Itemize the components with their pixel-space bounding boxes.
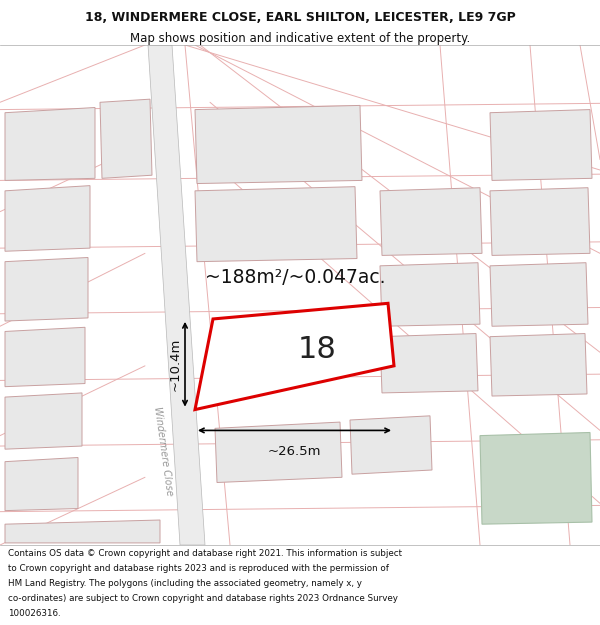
- Polygon shape: [490, 109, 592, 181]
- Text: ~26.5m: ~26.5m: [268, 445, 321, 458]
- Polygon shape: [5, 107, 95, 181]
- Polygon shape: [5, 520, 160, 543]
- Polygon shape: [5, 186, 90, 251]
- Polygon shape: [5, 393, 82, 449]
- Polygon shape: [5, 328, 85, 387]
- Polygon shape: [380, 262, 480, 326]
- Polygon shape: [215, 422, 342, 482]
- Text: Windermere Close: Windermere Close: [152, 406, 174, 496]
- Polygon shape: [490, 334, 587, 396]
- Polygon shape: [490, 188, 590, 256]
- Polygon shape: [195, 106, 362, 184]
- Polygon shape: [380, 188, 482, 256]
- Polygon shape: [350, 416, 432, 474]
- Text: ~188m²/~0.047ac.: ~188m²/~0.047ac.: [205, 268, 385, 287]
- Text: 18: 18: [298, 335, 337, 364]
- Polygon shape: [5, 458, 78, 511]
- Polygon shape: [5, 258, 88, 321]
- Text: 100026316.: 100026316.: [8, 609, 61, 618]
- Polygon shape: [490, 262, 588, 326]
- Polygon shape: [380, 334, 478, 393]
- Polygon shape: [480, 432, 592, 524]
- Text: to Crown copyright and database rights 2023 and is reproduced with the permissio: to Crown copyright and database rights 2…: [8, 564, 389, 573]
- Text: Map shows position and indicative extent of the property.: Map shows position and indicative extent…: [130, 32, 470, 46]
- Text: co-ordinates) are subject to Crown copyright and database rights 2023 Ordnance S: co-ordinates) are subject to Crown copyr…: [8, 594, 398, 603]
- Polygon shape: [148, 45, 205, 545]
- Polygon shape: [100, 99, 152, 178]
- Text: HM Land Registry. The polygons (including the associated geometry, namely x, y: HM Land Registry. The polygons (includin…: [8, 579, 362, 588]
- Polygon shape: [195, 303, 394, 409]
- Text: 18, WINDERMERE CLOSE, EARL SHILTON, LEICESTER, LE9 7GP: 18, WINDERMERE CLOSE, EARL SHILTON, LEIC…: [85, 11, 515, 24]
- Text: Contains OS data © Crown copyright and database right 2021. This information is : Contains OS data © Crown copyright and d…: [8, 549, 402, 558]
- Polygon shape: [195, 187, 357, 262]
- Text: ~10.4m: ~10.4m: [169, 338, 182, 391]
